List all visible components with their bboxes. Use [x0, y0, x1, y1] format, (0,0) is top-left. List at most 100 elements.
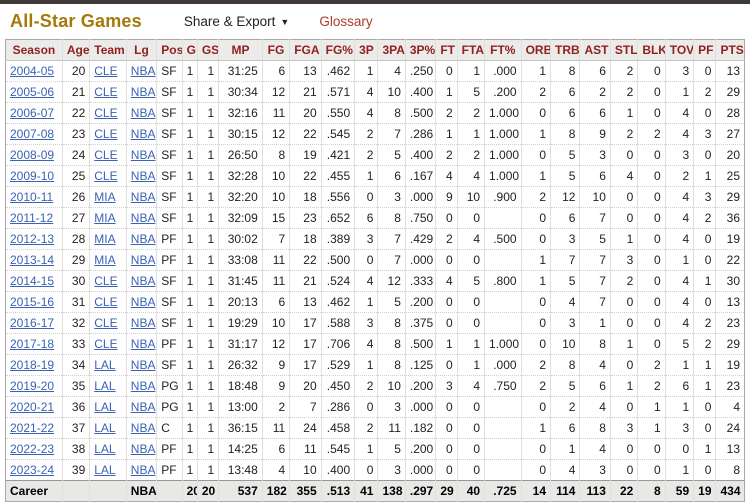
col-header-gs[interactable]: GS	[196, 39, 219, 61]
cell-fta: 1	[456, 123, 485, 145]
col-header-season[interactable]: Season	[5, 39, 63, 61]
cell-orb: 1	[520, 417, 551, 439]
season-link[interactable]: 2013-14	[10, 253, 55, 267]
cell-lg: NBA	[125, 291, 157, 313]
team-link[interactable]: LAL	[94, 421, 116, 435]
cell-age: 21	[61, 81, 90, 103]
season-link[interactable]: 2020-21	[10, 400, 55, 414]
team-link[interactable]: LAL	[94, 442, 116, 456]
team-link[interactable]: CLE	[94, 106, 118, 120]
cell-age: 31	[61, 291, 90, 313]
col-header-lg[interactable]: Lg	[125, 39, 157, 61]
league-link[interactable]: NBA	[130, 421, 156, 435]
season-link[interactable]: 2011-12	[10, 211, 54, 225]
team-link[interactable]: MIA	[94, 253, 116, 267]
league-link[interactable]: NBA	[130, 211, 156, 225]
league-link[interactable]: NBA	[130, 190, 156, 204]
league-link[interactable]: NBA	[130, 148, 156, 162]
season-link[interactable]: 2004-05	[10, 64, 55, 78]
league-link[interactable]: NBA	[130, 379, 156, 393]
col-header-blk[interactable]: BLK	[637, 39, 666, 61]
col-header-fg[interactable]: FG	[261, 39, 290, 61]
team-link[interactable]: MIA	[94, 190, 116, 204]
league-link[interactable]: NBA	[130, 64, 156, 78]
league-link[interactable]: NBA	[130, 337, 156, 351]
col-header-tov[interactable]: TOV	[664, 39, 694, 61]
cell-gs: 1	[196, 375, 219, 397]
league-link[interactable]: NBA	[130, 358, 156, 372]
season-link[interactable]: 2005-06	[10, 85, 55, 99]
league-link[interactable]: NBA	[130, 127, 156, 141]
team-link[interactable]: LAL	[94, 400, 116, 414]
team-link[interactable]: CLE	[94, 148, 118, 162]
league-link[interactable]: NBA	[130, 316, 156, 330]
team-link[interactable]: MIA	[94, 211, 116, 225]
cell-team: LAL	[89, 417, 127, 439]
team-link[interactable]: LAL	[94, 379, 116, 393]
season-link[interactable]: 2006-07	[10, 106, 55, 120]
col-header-pos[interactable]: Pos	[156, 39, 183, 61]
league-link[interactable]: NBA	[130, 274, 156, 288]
glossary-link[interactable]: Glossary	[319, 14, 373, 29]
league-link[interactable]: NBA	[130, 169, 156, 183]
col-header-fgpct[interactable]: FG%	[320, 39, 355, 61]
team-link[interactable]: CLE	[94, 316, 118, 330]
col-header-3p[interactable]: 3P	[354, 39, 378, 61]
season-link[interactable]: 2021-22	[10, 421, 55, 435]
col-header-age[interactable]: Age	[61, 39, 90, 61]
season-link[interactable]: 2014-15	[10, 274, 55, 288]
league-link[interactable]: NBA	[130, 85, 156, 99]
share-export-menu[interactable]: Share & Export ▼	[184, 14, 289, 29]
league-link[interactable]: NBA	[130, 400, 156, 414]
season-link[interactable]: 2012-13	[10, 232, 55, 246]
col-header-mp[interactable]: MP	[218, 39, 263, 61]
col-header-3ppct[interactable]: 3P%	[404, 39, 436, 61]
league-link[interactable]: NBA	[130, 463, 156, 477]
team-link[interactable]: CLE	[94, 127, 118, 141]
col-header-fga[interactable]: FGA	[289, 39, 322, 61]
league-link[interactable]: NBA	[130, 295, 156, 309]
league-link[interactable]: NBA	[130, 232, 156, 246]
col-header-team[interactable]: Team	[89, 39, 127, 61]
team-link[interactable]: CLE	[94, 64, 118, 78]
team-link[interactable]: CLE	[94, 337, 118, 351]
league-link[interactable]: NBA	[130, 106, 156, 120]
col-header-fta[interactable]: FTA	[456, 39, 485, 61]
team-link[interactable]: CLE	[94, 169, 118, 183]
season-link[interactable]: 2009-10	[10, 169, 55, 183]
league-link[interactable]: NBA	[130, 253, 156, 267]
team-link[interactable]: MIA	[94, 232, 116, 246]
team-link[interactable]: CLE	[94, 295, 118, 309]
cell-fga: 20	[289, 102, 322, 124]
col-header-ast[interactable]: AST	[579, 39, 611, 61]
col-header-orb[interactable]: ORB	[520, 39, 551, 61]
season-link[interactable]: 2007-08	[10, 127, 55, 141]
col-header-stl[interactable]: STL	[609, 39, 638, 61]
season-link[interactable]: 2023-24	[10, 463, 55, 477]
cell-pos: SF	[156, 186, 183, 208]
col-header-ft[interactable]: FT	[435, 39, 458, 61]
season-link[interactable]: 2008-09	[10, 148, 55, 162]
season-link[interactable]: 2018-19	[10, 358, 55, 372]
season-link[interactable]: 2022-23	[10, 442, 55, 456]
cell-ast: 6	[579, 102, 611, 124]
team-link[interactable]: LAL	[94, 358, 116, 372]
season-link[interactable]: 2015-16	[10, 295, 55, 309]
team-link[interactable]: CLE	[94, 274, 118, 288]
col-header-pf[interactable]: PF	[693, 39, 716, 61]
cell-season: 2008-09	[5, 144, 63, 166]
season-link[interactable]: 2016-17	[10, 316, 55, 330]
cell-fg: 6	[261, 438, 290, 460]
season-link[interactable]: 2019-20	[10, 379, 55, 393]
cell-fga: 23	[289, 207, 322, 229]
team-link[interactable]: LAL	[94, 463, 116, 477]
col-header-g[interactable]: G	[181, 39, 198, 61]
col-header-3pa[interactable]: 3PA	[377, 39, 406, 61]
season-link[interactable]: 2010-11	[10, 190, 54, 204]
league-link[interactable]: NBA	[130, 442, 156, 456]
col-header-ftpct[interactable]: FT%	[484, 39, 522, 61]
col-header-pts[interactable]: PTS	[715, 39, 745, 61]
team-link[interactable]: CLE	[94, 85, 118, 99]
col-header-trb[interactable]: TRB	[550, 39, 580, 61]
season-link[interactable]: 2017-18	[10, 337, 55, 351]
